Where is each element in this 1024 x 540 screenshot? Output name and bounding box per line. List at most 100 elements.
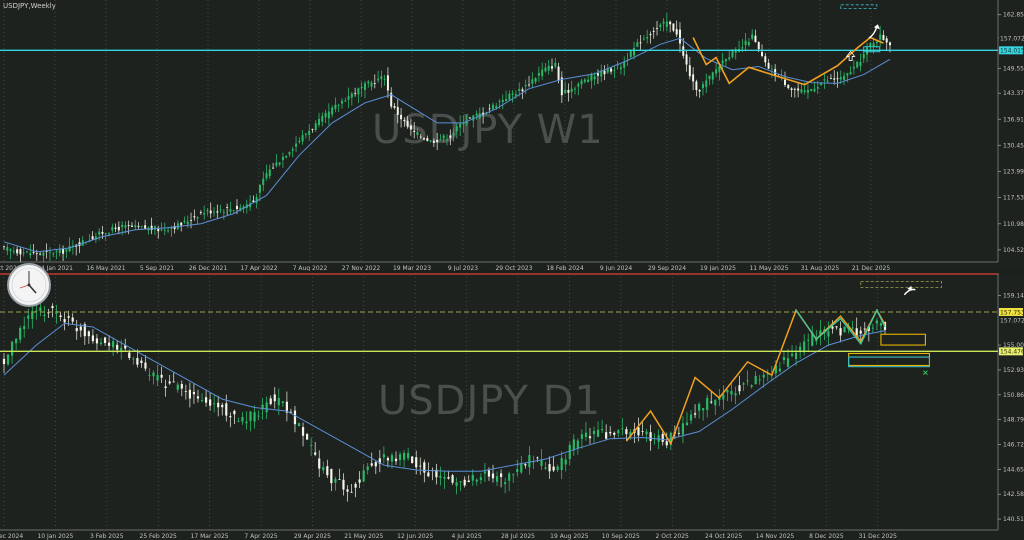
time-tick-label: 18 Feb 2024 bbox=[546, 265, 584, 271]
candle-body bbox=[173, 226, 176, 230]
candle-body bbox=[12, 251, 15, 252]
candle-body bbox=[378, 458, 381, 464]
candle-body bbox=[342, 479, 345, 490]
candle-body bbox=[398, 454, 402, 461]
candle-body bbox=[32, 252, 35, 253]
candle-body bbox=[419, 136, 422, 138]
candle-body bbox=[367, 81, 370, 84]
up-arrow-marker-icon bbox=[845, 50, 856, 61]
candle-body bbox=[261, 404, 264, 410]
candle-body bbox=[354, 92, 357, 94]
candle-body bbox=[87, 331, 90, 337]
candle-body bbox=[265, 173, 268, 179]
candle-body bbox=[472, 115, 475, 121]
candle-body bbox=[455, 482, 458, 486]
candle-body bbox=[862, 54, 865, 59]
candle-body bbox=[790, 88, 793, 91]
candle-body bbox=[39, 253, 42, 255]
candle-body bbox=[390, 455, 394, 462]
weekly-chart-pane[interactable]: USDJPY,Weekly USDJPY W1 4 Oct 2020 24 Jan… bbox=[0, 0, 1024, 271]
candle-body bbox=[839, 328, 842, 336]
candle-body bbox=[528, 455, 531, 468]
candle-body bbox=[564, 89, 567, 94]
candle-body bbox=[475, 479, 478, 482]
candle-body bbox=[265, 402, 268, 413]
candle-body bbox=[570, 88, 573, 92]
time-tick-label: 10 Sep 2025 bbox=[602, 533, 640, 540]
candle-body bbox=[646, 37, 649, 39]
candle-body bbox=[426, 138, 429, 141]
candle-body bbox=[116, 344, 119, 350]
candle-body bbox=[447, 476, 450, 479]
candle-body bbox=[278, 162, 281, 165]
candle-body bbox=[48, 251, 51, 253]
candle-body bbox=[677, 432, 680, 434]
candle-body bbox=[370, 82, 373, 87]
candle-body bbox=[311, 129, 314, 130]
candle-body bbox=[249, 411, 252, 421]
candle-body bbox=[465, 121, 468, 124]
candle-body bbox=[593, 76, 596, 80]
candle-body bbox=[439, 475, 442, 478]
candle-body bbox=[232, 209, 235, 211]
candle-body bbox=[112, 341, 115, 348]
candle-body bbox=[807, 339, 810, 341]
time-tick-label: 3 Feb 2025 bbox=[90, 533, 124, 540]
time-tick-label: 5 Sep 2021 bbox=[140, 265, 174, 271]
candle-body bbox=[3, 246, 5, 248]
candle-body bbox=[51, 306, 54, 309]
time-tick-label: 19 Mar 2023 bbox=[393, 265, 431, 271]
candle-body bbox=[537, 73, 540, 76]
price-label-level: 154.015 bbox=[1000, 48, 1024, 55]
candle-body bbox=[613, 69, 616, 71]
candle-body bbox=[467, 480, 470, 483]
candle-body bbox=[386, 458, 390, 461]
candle-body bbox=[451, 475, 454, 483]
candle-body bbox=[183, 220, 186, 222]
moving-average-line bbox=[3, 322, 886, 472]
candle-body bbox=[498, 100, 501, 102]
price-label-current: 157.072 bbox=[1000, 318, 1024, 325]
candle-body bbox=[629, 432, 632, 438]
candle-body bbox=[209, 210, 212, 214]
candle-body bbox=[15, 338, 18, 344]
candle-body bbox=[520, 462, 523, 473]
bullish-arrow-icon bbox=[903, 288, 916, 296]
candle-body bbox=[766, 373, 769, 375]
candle-body bbox=[764, 56, 767, 63]
candle-body bbox=[226, 207, 229, 208]
candle-body bbox=[639, 42, 642, 44]
candle-body bbox=[258, 185, 261, 193]
candle-body bbox=[127, 225, 130, 226]
price-axis bbox=[998, 0, 1024, 271]
moving-average-line bbox=[3, 37, 891, 253]
candle-body bbox=[172, 381, 175, 383]
price-tick-label: 150.860 bbox=[1003, 392, 1024, 399]
candle-body bbox=[2, 358, 6, 365]
candle-body bbox=[167, 230, 170, 232]
candle-body bbox=[835, 326, 838, 328]
x-marker-icon bbox=[923, 370, 928, 376]
candle-body bbox=[446, 139, 448, 141]
candle-body bbox=[55, 251, 58, 252]
candle-body bbox=[577, 84, 580, 87]
candle-body bbox=[552, 466, 555, 471]
candle-body bbox=[29, 253, 32, 256]
candle-body bbox=[843, 326, 846, 333]
candle-body bbox=[532, 461, 535, 463]
candle-body bbox=[843, 75, 846, 80]
candle-body bbox=[213, 403, 216, 405]
candle-body bbox=[253, 412, 256, 422]
candle-body bbox=[754, 35, 757, 43]
price-tick-label: 152.930 bbox=[1003, 367, 1024, 374]
candle-body bbox=[192, 391, 196, 395]
candle-body bbox=[761, 51, 764, 57]
candle-body bbox=[326, 466, 329, 476]
candle-body bbox=[31, 311, 34, 319]
candle-body bbox=[872, 43, 875, 47]
chart-title: USDJPY,Weekly bbox=[3, 2, 56, 10]
candle-body bbox=[216, 211, 219, 213]
time-tick-label: 17 Mar 2025 bbox=[191, 533, 229, 540]
candle-body bbox=[136, 358, 139, 365]
